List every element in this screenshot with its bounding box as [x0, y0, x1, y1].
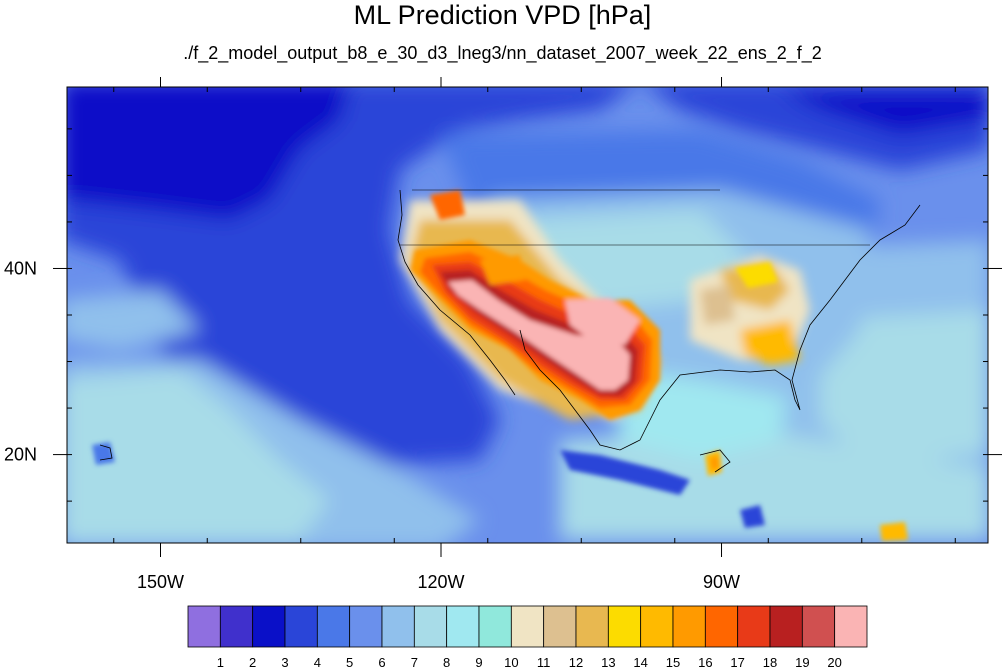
- field-layer: [67, 87, 988, 543]
- colorbar-boxes: [187, 605, 868, 648]
- colorbar-box: [316, 605, 351, 648]
- colorbar-box: [284, 605, 318, 648]
- colorbar-box: [349, 605, 383, 648]
- y-tick-label: 40N: [4, 258, 37, 278]
- colorbar-box: [381, 605, 415, 648]
- y-tick-label: 20N: [4, 445, 37, 465]
- colorbar-label: 12: [569, 655, 583, 670]
- chart-subtitle: ./f_2_model_output_b8_e_30_d3_lneg3/nn_d…: [183, 43, 822, 63]
- colorbar-box: [413, 605, 448, 648]
- colorbar-box: [252, 605, 286, 648]
- colorbar-box: [607, 605, 642, 648]
- colorbar-label: 14: [633, 655, 647, 670]
- colorbar-label: 5: [346, 655, 353, 670]
- colorbar-box: [219, 605, 254, 648]
- chart-title: ML Prediction VPD [hPa]: [353, 0, 652, 30]
- colorbar-label: 11: [537, 655, 551, 670]
- y-axis: 20N 40N: [4, 128, 1002, 502]
- colorbar-label: 4: [314, 655, 321, 670]
- colorbar-label: 3: [281, 655, 288, 670]
- colorbar-box: [543, 605, 577, 648]
- colorbar-box: [510, 605, 545, 648]
- colorbar-box: [737, 605, 771, 648]
- colorbar-box: [478, 605, 512, 648]
- x-tick-label: 90W: [703, 572, 740, 592]
- colorbar-labels: 1 2 3 4 5 6 7 8 9 10 11 12 13 14 15 16 17 18 19 20: [217, 655, 842, 670]
- x-tick-label: 120W: [417, 572, 464, 592]
- colorbar-label: 1: [217, 655, 224, 670]
- colorbar-label: 9: [475, 655, 482, 670]
- colorbar-box: [704, 605, 739, 648]
- colorbar-label: 6: [378, 655, 385, 670]
- x-axis: 150W 120W 90W: [113, 77, 956, 592]
- colorbar-label: 15: [666, 655, 680, 670]
- colorbar-label: 13: [601, 655, 615, 670]
- colorbar-label: 17: [730, 655, 744, 670]
- colorbar-label: 18: [763, 655, 777, 670]
- colorbar-label: 7: [411, 655, 418, 670]
- colorbar-label: 2: [249, 655, 256, 670]
- colorbar-box: [672, 605, 706, 648]
- colorbar-box: [769, 605, 803, 648]
- colorbar-label: 10: [504, 655, 518, 670]
- colorbar-box: [575, 605, 609, 648]
- colorbar-label: 20: [827, 655, 841, 670]
- colorbar-label: 8: [443, 655, 450, 670]
- colorbar-box: [187, 605, 221, 648]
- colorbar-box: [834, 605, 868, 648]
- colorbar-box: [801, 605, 836, 648]
- x-tick-label: 150W: [137, 572, 184, 592]
- colorbar-box: [446, 605, 480, 648]
- colorbar-label: 19: [795, 655, 809, 670]
- colorbar-box: [640, 605, 674, 648]
- colorbar-label: 16: [698, 655, 712, 670]
